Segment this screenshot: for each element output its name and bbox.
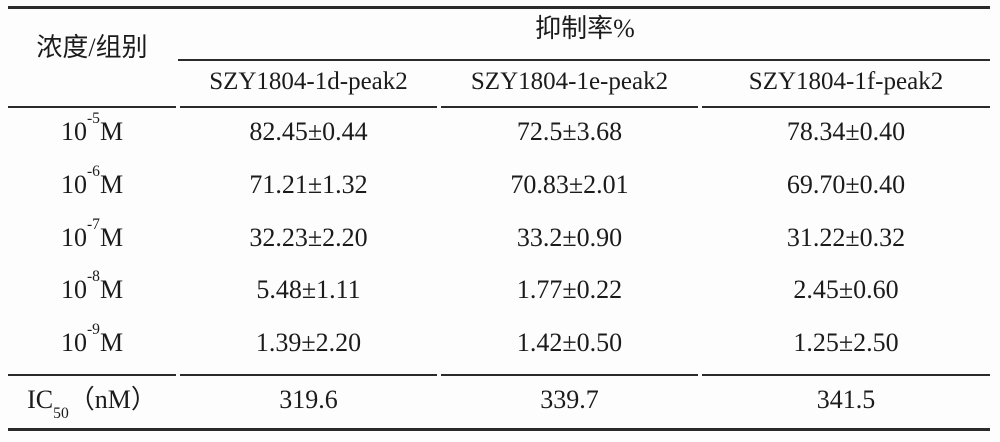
table-bottom-rule — [8, 428, 990, 431]
cell-value: 69.70±0.40 — [786, 170, 906, 199]
cell-value: 341.5 — [816, 385, 876, 414]
concentration-base: 10 — [60, 328, 87, 357]
ic50-prefix: IC — [27, 385, 54, 414]
concentration-exponent: -6 — [86, 163, 100, 181]
header-separator-segment — [8, 106, 176, 108]
cell-value: 1.25±2.50 — [793, 328, 899, 357]
ic50-subscript: 50 — [53, 405, 69, 423]
span-header-underline — [178, 59, 990, 61]
column-header-1e-peak2: SZY1804-1e-peak2 — [470, 68, 669, 95]
cell-value: 1.39±2.20 — [255, 328, 362, 357]
cell-value: 82.45±0.44 — [249, 117, 368, 146]
footer-separator-segment — [441, 374, 698, 376]
column-header-1f-peak2: SZY1804-1f-peak2 — [748, 68, 944, 95]
concentration-unit: M — [99, 328, 124, 357]
column-header-1d-peak2: SZY1804-1d-peak2 — [209, 68, 408, 95]
ic50-unit: （nM） — [68, 385, 157, 414]
cell-value: 1.42±0.50 — [516, 328, 623, 357]
concentration-base: 10 — [60, 275, 87, 304]
concentration-exponent: -7 — [86, 216, 100, 234]
concentration-exponent: -5 — [86, 110, 100, 128]
row-label-concentration: 10-8M — [8, 269, 176, 305]
concentration-unit: M — [99, 170, 124, 199]
footer-separator-segment — [702, 374, 990, 376]
concentration-base: 10 — [60, 170, 87, 199]
cell-value: 319.6 — [279, 385, 338, 414]
header-separator-segment — [180, 106, 437, 108]
footer-separator-segment — [180, 374, 437, 376]
row-label-concentration: 10-9M — [8, 322, 176, 358]
cell-value: 32.23±2.20 — [249, 223, 368, 252]
header-separator-segment — [702, 106, 990, 108]
concentration-exponent: -8 — [86, 268, 100, 286]
concentration-unit: M — [99, 223, 124, 252]
header-separator-segment — [441, 106, 698, 108]
row-label-concentration: 10-7M — [8, 217, 176, 253]
concentration-base: 10 — [60, 117, 87, 146]
cell-value: 31.22±0.32 — [786, 223, 906, 252]
cell-value: 5.48±1.11 — [256, 275, 361, 304]
concentration-exponent: -9 — [86, 321, 100, 339]
cell-value: 72.5±3.68 — [516, 117, 623, 146]
concentration-base: 10 — [60, 223, 87, 252]
cell-value: 339.7 — [540, 385, 599, 414]
cell-value: 1.77±0.22 — [516, 275, 623, 304]
table-top-rule — [8, 6, 990, 9]
footer-separator-segment — [8, 374, 176, 376]
row-group-header: 浓度/组别 — [36, 33, 148, 62]
span-header-inhibition-rate: 抑制率% — [535, 14, 635, 43]
cell-value: 70.83±2.01 — [510, 170, 629, 199]
concentration-unit: M — [99, 117, 124, 146]
cell-value: 71.21±1.32 — [249, 170, 368, 199]
row-label-concentration: 10-6M — [8, 164, 176, 200]
cell-value: 78.34±0.40 — [786, 117, 906, 146]
row-label-concentration: 10-5M — [8, 111, 176, 147]
concentration-unit: M — [99, 275, 124, 304]
row-label-ic50: IC50（nM） — [8, 385, 176, 421]
cell-value: 2.45±0.60 — [793, 275, 899, 304]
cell-value: 33.2±0.90 — [516, 223, 623, 252]
